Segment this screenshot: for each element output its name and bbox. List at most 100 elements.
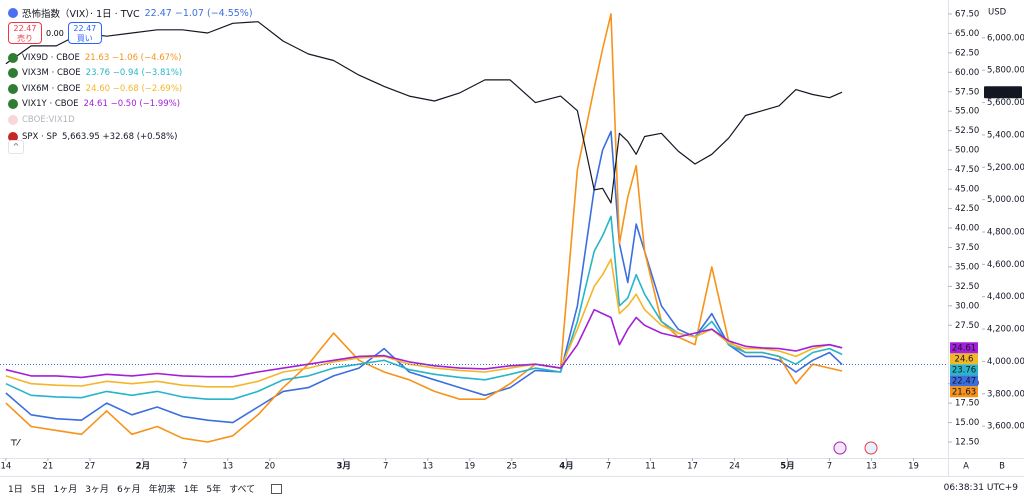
- price-badge: [984, 86, 1022, 99]
- legend-name: VIX6M · CBOE: [22, 83, 81, 94]
- legend-item: VIX6M · CBOE 24.60 −0.68 (−2.69%): [8, 81, 253, 97]
- legend-quote: 24.61 −0.50 (−1.99%): [83, 99, 181, 110]
- x-tick-label: 27: [85, 462, 96, 472]
- scale-button: A: [963, 462, 969, 472]
- price-badge: [950, 375, 978, 387]
- price-badge-label: 23.76: [952, 365, 976, 375]
- series-line: [5, 215, 843, 400]
- range-button[interactable]: 3ヶ月: [85, 485, 109, 495]
- y-tick-label: 50.00: [955, 146, 979, 156]
- event-icon: [833, 441, 847, 455]
- collapse-button[interactable]: ^: [8, 140, 24, 154]
- calendar-button[interactable]: [271, 483, 283, 494]
- price-badge-label: 22.47: [952, 376, 976, 386]
- price-badge-label: 24.61: [952, 343, 976, 353]
- y2-tick-label: 5,200.00: [987, 163, 1024, 173]
- x-tick-label: 17: [687, 462, 698, 472]
- x-tick-label: 20: [264, 462, 275, 472]
- price-badge: [950, 364, 978, 376]
- x-tick-label: 7: [606, 462, 611, 472]
- legend-icon: [8, 68, 18, 79]
- x-tick-label: 13: [422, 462, 433, 472]
- range-button[interactable]: 5日: [30, 485, 46, 495]
- x-tick-label: 3月: [337, 462, 351, 472]
- buy-price: 22.47: [73, 24, 97, 33]
- x-tick-label: 21: [42, 462, 53, 472]
- legend-item: 恐怖指数（VIX）· 1日 · TVC 22.47 −1.07 (−4.55%): [8, 4, 253, 22]
- sell-price: 22.47: [13, 24, 37, 33]
- legend-name: SPX · SP: [22, 132, 57, 143]
- range-button[interactable]: 5年: [206, 485, 222, 495]
- series-line: [5, 308, 843, 379]
- toolbar: 06:38:31 UTC+9 1日 5日 1ヶ月 3ヶ月 6ヶ月 年初来 1年 5年 すべて: [0, 476, 1024, 500]
- price-badge-label: 21.63: [952, 387, 976, 397]
- x-tick-label: 5月: [780, 462, 794, 472]
- y-tick-label: 37.50: [955, 243, 979, 253]
- legend-name: CBOE:VIX1D: [22, 114, 75, 125]
- y2-tick-label: 3,600.00: [987, 422, 1024, 432]
- chart: USD12.5015.0017.5020.0027.5030.0032.5035…: [0, 0, 1024, 476]
- legend-icon: [8, 114, 18, 125]
- x-tick-label: 7: [182, 462, 187, 472]
- buy-button[interactable]: 22.47 買い: [67, 22, 102, 44]
- trade-panel: 22.47 売り 0.00 22.47 買い: [8, 22, 102, 44]
- x-tick-label: 24: [729, 462, 740, 472]
- range-button[interactable]: 年初来: [148, 485, 176, 495]
- event-icon: [864, 441, 878, 455]
- range-button[interactable]: 1ヶ月: [53, 485, 78, 495]
- y-tick-label: 45.00: [955, 185, 979, 195]
- legend-name: VIX9D · CBOE: [22, 52, 80, 63]
- y-tick-label: 47.50: [955, 165, 979, 175]
- y-tick-label: 30.00: [955, 301, 979, 311]
- legend-icon: [8, 132, 18, 143]
- y2-tick-label: 3,800.00: [987, 389, 1024, 399]
- currency-label: USD: [988, 8, 1007, 18]
- y-tick-label: 40.00: [955, 223, 979, 233]
- y2-tick-label: 4,600.00: [987, 260, 1024, 270]
- y-tick-label: 67.50: [955, 9, 979, 19]
- y-tick-label: 27.50: [955, 321, 979, 331]
- sell-button[interactable]: 22.47 売り: [8, 22, 42, 44]
- y2-tick-label: 5,400.00: [987, 130, 1024, 140]
- sell-label: 売り: [17, 34, 33, 43]
- y-tick-label: 52.50: [955, 126, 979, 136]
- y-tick-label: 57.50: [955, 87, 979, 97]
- y2-tick-label: 5,600.00: [987, 98, 1024, 108]
- x-tick-label: 13: [866, 462, 877, 472]
- y2-tick-label: 5,000.00: [987, 195, 1024, 205]
- range-button[interactable]: 1日: [8, 485, 23, 495]
- x-tick-label: 19: [464, 462, 475, 472]
- legend-icon: [8, 52, 18, 63]
- legend-name: VIX3M · CBOE: [22, 68, 81, 79]
- legend-item: VIX3M · CBOE 23.76 −0.94 (−3.81%): [8, 66, 253, 82]
- x-tick-label: 19: [908, 462, 919, 472]
- y2-tick-label: 4,000.00: [987, 357, 1024, 367]
- price-badge: [950, 353, 978, 365]
- y2-tick-label: 6,000.00: [987, 33, 1024, 43]
- range-button[interactable]: 1年: [183, 485, 199, 495]
- scale-button: B: [999, 462, 1005, 472]
- x-tick-label: 7: [827, 462, 832, 472]
- legend-quote: 5,663.95 +32.68 (+0.58%): [61, 132, 178, 143]
- y-tick-label: 42.50: [955, 204, 979, 214]
- y-tick-label: 55.00: [955, 107, 979, 117]
- range-button[interactable]: すべて: [229, 485, 256, 495]
- clock: 06:38:31 UTC+9: [943, 483, 1018, 493]
- buy-label: 買い: [76, 34, 93, 43]
- legend-name: VIX1Y · CBOE: [22, 99, 79, 110]
- legend-item: SPX · SP 5,663.95 +32.68 (+0.58%): [8, 130, 253, 146]
- range-button[interactable]: 6ヶ月: [116, 485, 141, 495]
- y-tick-label: 65.00: [955, 29, 979, 39]
- legend-quote: 23.76 −0.94 (−3.81%): [85, 68, 183, 79]
- y-tick-label: 35.00: [955, 262, 979, 272]
- legend-icon: [8, 83, 18, 94]
- x-tick-label: 4月: [559, 462, 573, 472]
- price-badge: [950, 342, 978, 354]
- spread: 0.00: [46, 28, 64, 38]
- legend-item: VIX9D · CBOE 21.63 −1.06 (−4.67%): [8, 50, 253, 66]
- price-badge-label: 5,663.95: [984, 88, 1022, 98]
- series-line: [5, 130, 843, 424]
- legend-quote: 22.47 −1.07 (−4.55%): [144, 7, 253, 19]
- y2-tick-label: 5,800.00: [987, 66, 1024, 76]
